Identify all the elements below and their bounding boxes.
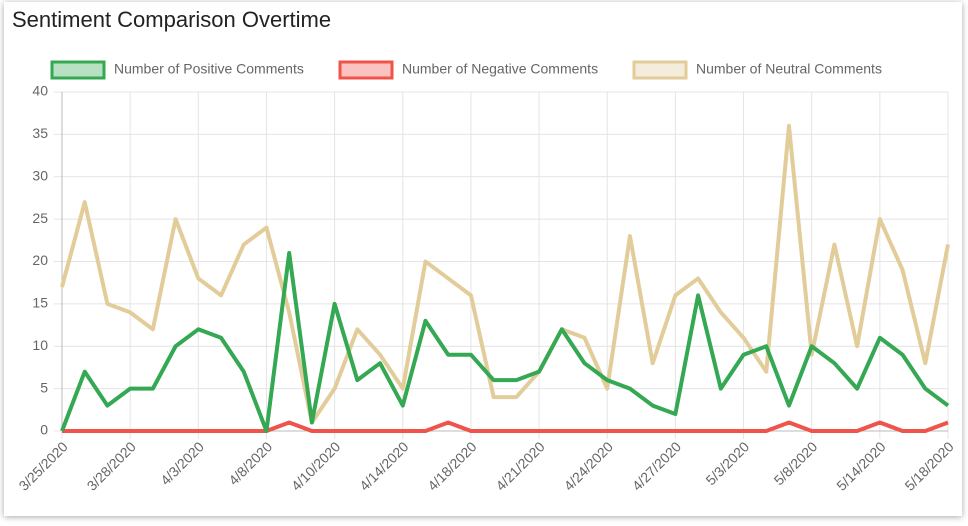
legend-label: Number of Neutral Comments [696,61,882,77]
y-tick-label: 20 [32,252,48,268]
legend-label: Number of Negative Comments [402,61,598,77]
legend-swatch [632,60,688,80]
x-tick-label: 4/21/2020 [492,438,548,494]
x-tick-label: 4/18/2020 [424,438,480,494]
x-tick-label: 3/28/2020 [84,438,140,494]
x-tick-label: 4/10/2020 [288,438,344,494]
x-tick-label: 5/3/2020 [702,438,752,488]
y-tick-label: 30 [32,167,48,183]
x-tick-label: 5/8/2020 [771,438,821,488]
y-tick-label: 5 [40,379,48,395]
x-tick-label: 4/27/2020 [629,438,685,494]
series-line [60,123,950,425]
series-line [62,420,949,433]
x-tick-label: 4/14/2020 [356,438,412,494]
y-tick-label: 40 [32,83,48,99]
x-tick-label: 4/3/2020 [157,438,207,488]
x-tick-label: 4/24/2020 [561,438,617,494]
legend-label: Number of Positive Comments [114,61,304,77]
y-tick-label: 35 [32,125,48,141]
x-tick-label: 5/14/2020 [833,438,889,494]
legend-swatch [50,60,106,80]
y-tick-label: 10 [32,337,48,353]
y-tick-label: 0 [40,422,48,438]
legend-swatch [338,60,394,80]
y-tick-label: 15 [32,295,48,311]
series-line [60,251,950,433]
x-tick-label: 3/25/2020 [15,438,71,494]
x-tick-label: 4/8/2020 [225,438,275,488]
x-tick-label: 5/18/2020 [901,438,957,494]
chart-title: Sentiment Comparison Overtime [12,7,331,32]
y-tick-label: 25 [32,210,48,226]
